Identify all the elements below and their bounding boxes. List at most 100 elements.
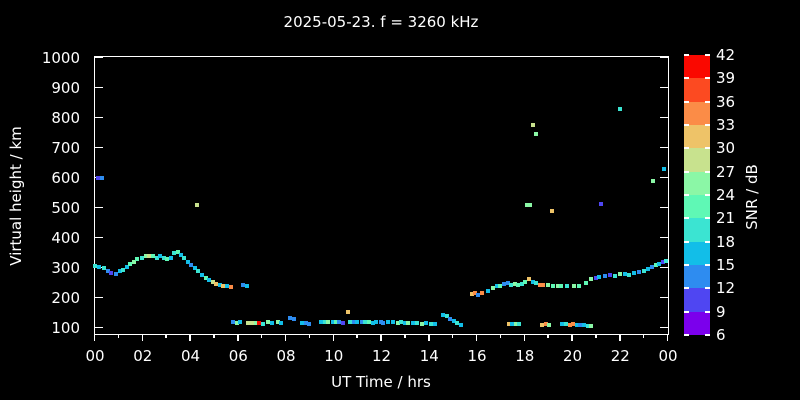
data-point bbox=[589, 323, 594, 328]
y-tick-label: 800 bbox=[51, 109, 80, 127]
data-point bbox=[574, 322, 579, 327]
data-point bbox=[246, 320, 251, 325]
data-point bbox=[469, 292, 474, 297]
data-point bbox=[432, 321, 437, 326]
colorbar-boundary-tick bbox=[684, 124, 689, 126]
data-point bbox=[528, 202, 533, 207]
data-point bbox=[541, 283, 546, 288]
x-major-tick bbox=[523, 333, 525, 341]
data-point bbox=[128, 261, 133, 266]
colorbar-boundary-tick bbox=[705, 124, 710, 126]
colorbar-tick-label: 21 bbox=[716, 209, 736, 228]
y-tick bbox=[659, 326, 668, 329]
y-tick bbox=[659, 56, 668, 59]
data-point bbox=[196, 269, 201, 274]
y-tick bbox=[94, 326, 103, 329]
data-point bbox=[455, 321, 460, 325]
data-point bbox=[117, 269, 122, 274]
colorbar-tick-label: 42 bbox=[716, 46, 736, 64]
data-point bbox=[143, 254, 148, 259]
data-point bbox=[622, 272, 627, 277]
y-tick-label: 100 bbox=[51, 319, 80, 337]
data-point bbox=[185, 259, 190, 264]
colorbar-tick-label: 33 bbox=[716, 116, 736, 134]
y-tick bbox=[659, 206, 668, 209]
x-major-tick bbox=[571, 333, 573, 341]
x-major-tick bbox=[475, 333, 478, 341]
data-point bbox=[406, 320, 411, 325]
data-point bbox=[512, 282, 517, 287]
data-point bbox=[178, 252, 183, 257]
data-point bbox=[519, 282, 524, 286]
data-point bbox=[612, 273, 617, 278]
data-point bbox=[333, 320, 338, 325]
colorbar-tick-label: 15 bbox=[716, 256, 736, 274]
data-point bbox=[265, 320, 270, 325]
data-point bbox=[523, 279, 528, 284]
data-point bbox=[176, 249, 181, 254]
x-tick-label: 22 bbox=[610, 347, 630, 365]
colorbar-block bbox=[684, 288, 710, 312]
data-point bbox=[96, 175, 101, 180]
data-point bbox=[657, 261, 662, 266]
colorbar-boundary-tick bbox=[705, 334, 710, 336]
colorbar-tick-label: 12 bbox=[716, 279, 736, 298]
data-point bbox=[530, 279, 535, 284]
colorbar bbox=[684, 54, 710, 336]
data-point bbox=[603, 273, 608, 278]
data-point bbox=[632, 271, 637, 276]
x-major-tick bbox=[237, 333, 239, 341]
data-point bbox=[480, 290, 485, 295]
data-point bbox=[516, 282, 521, 287]
data-point bbox=[331, 319, 336, 324]
data-point bbox=[429, 321, 434, 326]
data-point bbox=[189, 263, 194, 268]
y-tick-label: 1000 bbox=[41, 49, 80, 67]
colorbar-boundary-tick bbox=[705, 100, 710, 103]
data-point bbox=[168, 256, 173, 261]
data-point bbox=[124, 264, 129, 269]
y-tick bbox=[94, 236, 103, 239]
data-point bbox=[276, 319, 281, 324]
data-point bbox=[102, 265, 107, 270]
data-point bbox=[257, 321, 262, 325]
data-point bbox=[585, 323, 590, 328]
data-point bbox=[510, 321, 515, 326]
x-tick-label: 06 bbox=[228, 347, 248, 365]
data-point bbox=[92, 264, 97, 268]
data-point bbox=[399, 320, 404, 325]
data-point bbox=[555, 283, 560, 288]
colorbar-boundary-tick bbox=[684, 170, 689, 173]
data-point bbox=[340, 320, 345, 325]
data-point bbox=[221, 283, 226, 288]
data-point bbox=[501, 281, 506, 286]
data-point bbox=[367, 320, 372, 325]
colorbar-boundary-tick bbox=[684, 240, 689, 243]
data-point bbox=[395, 320, 400, 325]
x-minor-tick bbox=[165, 333, 167, 338]
data-point bbox=[363, 320, 368, 325]
data-point bbox=[230, 320, 235, 325]
colorbar-block bbox=[684, 195, 710, 219]
colorbar-boundary-tick bbox=[684, 217, 689, 220]
colorbar-tick-label: 24 bbox=[716, 186, 736, 204]
colorbar-block bbox=[684, 101, 710, 125]
data-point bbox=[546, 282, 551, 287]
x-tick-label: 10 bbox=[324, 347, 344, 365]
data-point bbox=[214, 281, 219, 286]
y-tick bbox=[94, 296, 103, 299]
data-point bbox=[303, 321, 308, 326]
data-point bbox=[608, 272, 613, 277]
x-tick-label: 16 bbox=[467, 347, 487, 365]
x-minor-tick bbox=[260, 333, 263, 338]
data-point bbox=[238, 320, 243, 325]
data-point bbox=[444, 314, 449, 319]
data-point bbox=[513, 321, 518, 326]
data-point bbox=[424, 321, 429, 326]
colorbar-boundary-tick bbox=[705, 240, 710, 243]
data-point bbox=[559, 283, 564, 288]
data-point bbox=[660, 260, 665, 265]
data-point bbox=[540, 322, 545, 327]
y-tick bbox=[659, 176, 668, 179]
